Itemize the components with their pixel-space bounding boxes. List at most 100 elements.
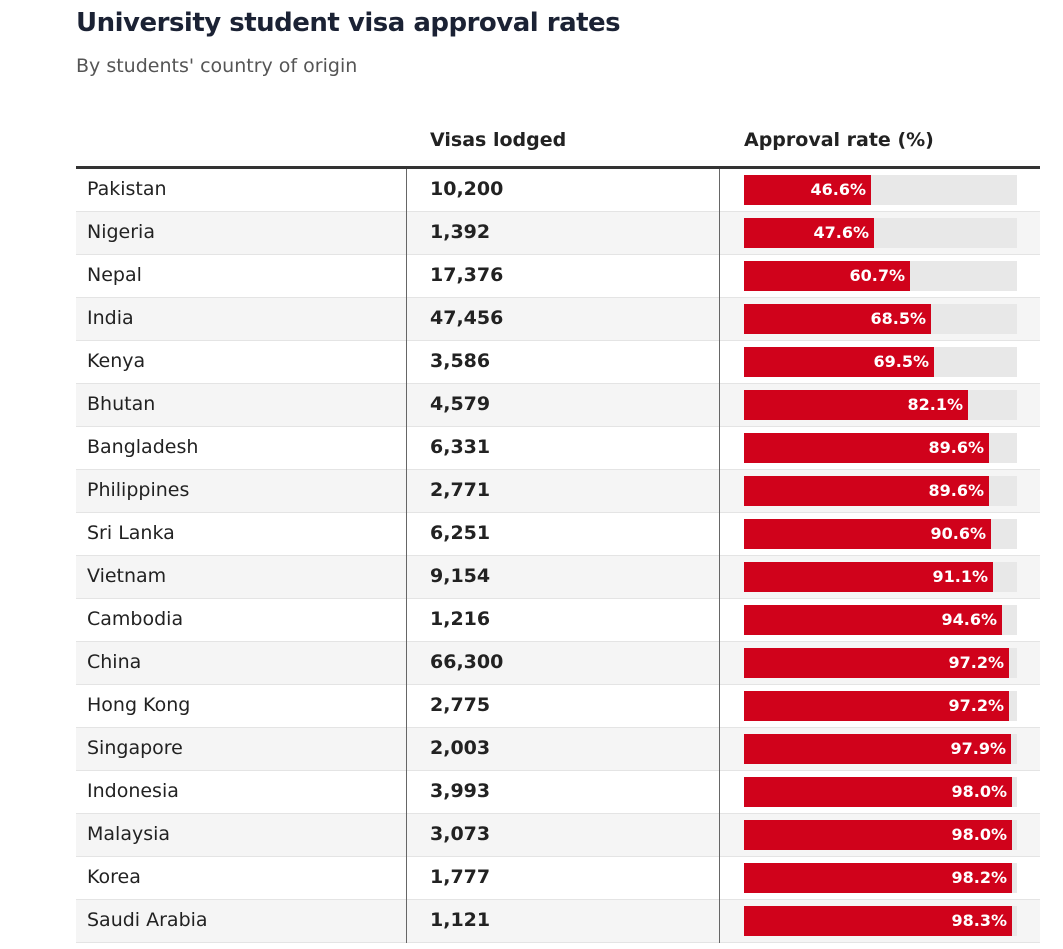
table-row: China 66,300 97.2% bbox=[76, 642, 1040, 685]
approval-bar-track: 98.3% bbox=[744, 906, 1017, 936]
header-visas-lodged: Visas lodged bbox=[430, 129, 567, 151]
table-row: Cambodia 1,216 94.6% bbox=[76, 599, 1040, 642]
country-label: Korea bbox=[87, 866, 141, 888]
country-label: Hong Kong bbox=[87, 694, 191, 716]
visas-lodged-value: 2,771 bbox=[430, 479, 491, 501]
table-row: Philippines 2,771 89.6% bbox=[76, 470, 1040, 513]
country-label: Saudi Arabia bbox=[87, 909, 208, 931]
approval-rate-label: 47.6% bbox=[813, 223, 869, 242]
approval-bar-track: 89.6% bbox=[744, 433, 1017, 463]
country-label: Pakistan bbox=[87, 178, 167, 200]
column-divider-rate bbox=[719, 169, 720, 943]
approval-rate-label: 82.1% bbox=[907, 395, 963, 414]
approval-bar: 46.6% bbox=[744, 175, 871, 205]
table-row: Sri Lanka 6,251 90.6% bbox=[76, 513, 1040, 556]
header-approval-rate: Approval rate (%) bbox=[744, 129, 934, 151]
visas-lodged-value: 1,777 bbox=[430, 866, 491, 888]
table-row: Singapore 2,003 97.9% bbox=[76, 728, 1040, 771]
table-row: Nepal 17,376 60.7% bbox=[76, 255, 1040, 298]
table-row: Saudi Arabia 1,121 98.3% bbox=[76, 900, 1040, 943]
approval-bar-track: 98.0% bbox=[744, 777, 1017, 807]
approval-bar: 98.0% bbox=[744, 777, 1012, 807]
approval-bar-track: 98.2% bbox=[744, 863, 1017, 893]
approval-bar-track: 97.9% bbox=[744, 734, 1017, 764]
approval-bar-track: 82.1% bbox=[744, 390, 1017, 420]
country-label: Bangladesh bbox=[87, 436, 199, 458]
visas-lodged-value: 6,331 bbox=[430, 436, 491, 458]
visas-lodged-value: 6,251 bbox=[430, 522, 491, 544]
country-label: Sri Lanka bbox=[87, 522, 175, 544]
approval-bar-track: 97.2% bbox=[744, 691, 1017, 721]
approval-bar: 94.6% bbox=[744, 605, 1002, 635]
table-row: Bhutan 4,579 82.1% bbox=[76, 384, 1040, 427]
approval-rate-label: 69.5% bbox=[873, 352, 929, 371]
column-divider-visas bbox=[406, 169, 407, 943]
visas-lodged-value: 3,586 bbox=[430, 350, 491, 372]
country-label: Singapore bbox=[87, 737, 183, 759]
approval-bar: 90.6% bbox=[744, 519, 991, 549]
country-label: Vietnam bbox=[87, 565, 167, 587]
approval-bar: 91.1% bbox=[744, 562, 993, 592]
approval-rate-label: 94.6% bbox=[941, 610, 997, 629]
country-label: Kenya bbox=[87, 350, 146, 372]
approval-bar-track: 89.6% bbox=[744, 476, 1017, 506]
visas-lodged-value: 1,216 bbox=[430, 608, 491, 630]
approval-rate-label: 89.6% bbox=[928, 438, 984, 457]
visas-lodged-value: 4,579 bbox=[430, 393, 491, 415]
approval-bar-track: 47.6% bbox=[744, 218, 1017, 248]
approval-bar-track: 91.1% bbox=[744, 562, 1017, 592]
table-row: Indonesia 3,993 98.0% bbox=[76, 771, 1040, 814]
visas-lodged-value: 1,121 bbox=[430, 909, 491, 931]
approval-rate-label: 89.6% bbox=[928, 481, 984, 500]
approval-bar: 97.2% bbox=[744, 691, 1009, 721]
approval-bar-track: 90.6% bbox=[744, 519, 1017, 549]
approval-bar: 98.0% bbox=[744, 820, 1012, 850]
country-label: Malaysia bbox=[87, 823, 171, 845]
country-label: China bbox=[87, 651, 142, 673]
approval-table: Visas lodged Approval rate (%) Pakistan … bbox=[76, 120, 1040, 943]
approval-rate-label: 46.6% bbox=[810, 180, 866, 199]
table-body: Pakistan 10,200 46.6% Nigeria 1,392 47.6… bbox=[76, 169, 1040, 943]
approval-bar-track: 60.7% bbox=[744, 261, 1017, 291]
approval-bar-track: 98.0% bbox=[744, 820, 1017, 850]
country-label: Philippines bbox=[87, 479, 190, 501]
visas-lodged-value: 2,775 bbox=[430, 694, 491, 716]
approval-bar: 89.6% bbox=[744, 476, 989, 506]
table-row: Pakistan 10,200 46.6% bbox=[76, 169, 1040, 212]
approval-rate-label: 98.2% bbox=[951, 868, 1007, 887]
approval-rate-label: 97.2% bbox=[948, 653, 1004, 672]
country-label: India bbox=[87, 307, 134, 329]
country-label: Nepal bbox=[87, 264, 142, 286]
table-header: Visas lodged Approval rate (%) bbox=[76, 120, 1040, 169]
approval-rate-label: 98.0% bbox=[951, 825, 1007, 844]
table-row: Hong Kong 2,775 97.2% bbox=[76, 685, 1040, 728]
approval-bar-track: 46.6% bbox=[744, 175, 1017, 205]
country-label: Bhutan bbox=[87, 393, 156, 415]
chart-subtitle: By students' country of origin bbox=[76, 55, 358, 77]
approval-bar-track: 68.5% bbox=[744, 304, 1017, 334]
approval-rate-label: 60.7% bbox=[849, 266, 905, 285]
visas-lodged-value: 47,456 bbox=[430, 307, 504, 329]
approval-bar: 47.6% bbox=[744, 218, 874, 248]
visas-lodged-value: 10,200 bbox=[430, 178, 504, 200]
table-row: Bangladesh 6,331 89.6% bbox=[76, 427, 1040, 470]
approval-bar-track: 69.5% bbox=[744, 347, 1017, 377]
country-label: Nigeria bbox=[87, 221, 155, 243]
approval-rate-label: 97.2% bbox=[948, 696, 1004, 715]
approval-rate-label: 90.6% bbox=[930, 524, 986, 543]
country-label: Indonesia bbox=[87, 780, 179, 802]
approval-bar: 89.6% bbox=[744, 433, 989, 463]
approval-rate-label: 98.3% bbox=[951, 911, 1007, 930]
table-row: Vietnam 9,154 91.1% bbox=[76, 556, 1040, 599]
approval-bar: 60.7% bbox=[744, 261, 910, 291]
visas-lodged-value: 3,073 bbox=[430, 823, 491, 845]
approval-bar-track: 94.6% bbox=[744, 605, 1017, 635]
table-row: Kenya 3,586 69.5% bbox=[76, 341, 1040, 384]
approval-bar-track: 97.2% bbox=[744, 648, 1017, 678]
visas-lodged-value: 17,376 bbox=[430, 264, 504, 286]
visas-lodged-value: 2,003 bbox=[430, 737, 491, 759]
approval-bar: 69.5% bbox=[744, 347, 934, 377]
visas-lodged-value: 1,392 bbox=[430, 221, 491, 243]
approval-rate-label: 97.9% bbox=[950, 739, 1006, 758]
approval-bar: 98.2% bbox=[744, 863, 1012, 893]
